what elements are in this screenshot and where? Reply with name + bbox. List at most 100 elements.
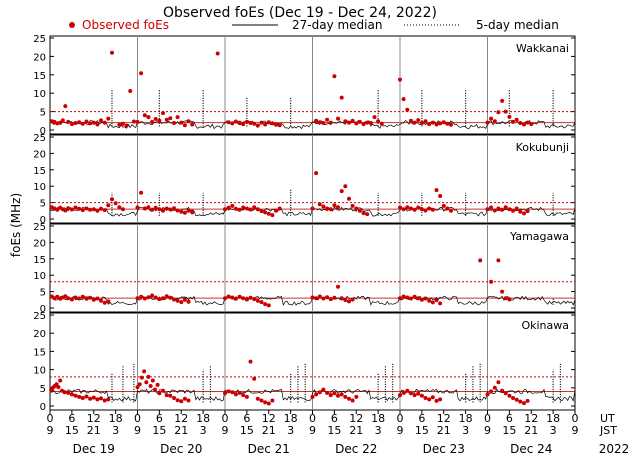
observed-point: [496, 258, 501, 263]
observed-point: [241, 296, 246, 301]
y-tick-label: 15: [33, 166, 46, 177]
observed-point: [186, 208, 191, 213]
jst-tick-label: 3: [287, 424, 294, 437]
observed-point: [88, 396, 93, 401]
y-tick-label: 15: [33, 255, 46, 266]
y-tick-label: 10: [33, 89, 46, 100]
observed-point: [168, 116, 173, 121]
observed-point: [142, 113, 147, 118]
observed-point: [412, 207, 417, 212]
day-label: Dec 19: [73, 442, 115, 456]
observed-point: [248, 121, 253, 125]
y-tick-label: 10: [33, 366, 46, 377]
observed-point: [237, 390, 242, 395]
observed-point: [427, 397, 432, 402]
observed-point: [248, 207, 253, 212]
observed-point: [328, 120, 333, 125]
observed-point: [343, 298, 348, 303]
observed-point: [84, 296, 89, 301]
y-tick-label: 15: [33, 347, 46, 358]
observed-point: [84, 119, 89, 124]
observed-point: [427, 298, 432, 303]
observed-point: [357, 119, 362, 124]
y-tick-label: 0: [40, 215, 46, 226]
observed-point: [135, 205, 140, 210]
observed-point: [485, 120, 490, 125]
observed-point: [131, 119, 136, 124]
observed-point: [99, 118, 103, 123]
observed-point: [66, 206, 71, 211]
y-tick-label: 25: [33, 311, 46, 322]
observed-point: [511, 119, 515, 124]
observed-point: [445, 206, 450, 211]
chart-title: Observed foEs (Dec 19 - Dec 24, 2022): [163, 5, 437, 21]
jst-tick-label: 21: [262, 424, 276, 437]
y-tick-label: 20: [33, 238, 46, 249]
observed-point: [233, 119, 238, 124]
observed-point: [102, 398, 107, 403]
observed-point: [161, 208, 165, 213]
observed-point: [142, 296, 147, 301]
observed-point: [332, 295, 337, 300]
observed-point: [376, 119, 381, 124]
observed-point: [518, 399, 523, 404]
observed-point: [230, 295, 235, 300]
observed-point: [223, 391, 227, 396]
observed-point: [244, 206, 249, 211]
observed-point: [172, 396, 176, 400]
observed-point: [95, 208, 100, 213]
observed-point: [146, 374, 151, 379]
observed-point: [175, 298, 180, 303]
observed-point: [445, 121, 450, 126]
panel-okinawa: 0 5 10 15 20 25 Okinawa: [33, 311, 576, 413]
observed-point: [99, 396, 103, 401]
day-label: Dec 24: [510, 442, 552, 456]
observed-point: [248, 359, 253, 364]
observed-point: [102, 300, 107, 305]
y-tick-label: 5: [40, 108, 46, 119]
observed-point: [489, 116, 494, 121]
ut-tick-label: 0: [484, 412, 491, 425]
day-label: Dec 23: [423, 442, 465, 456]
observed-point: [277, 206, 282, 211]
observed-point: [511, 208, 515, 213]
observed-point: [244, 297, 249, 302]
observed-point: [182, 123, 187, 128]
observed-point: [314, 296, 319, 301]
observed-point: [62, 390, 67, 395]
observed-point: [157, 207, 162, 212]
observed-point: [69, 207, 74, 212]
jst-tick-label: 9: [397, 424, 404, 437]
jst-tick-label: 9: [134, 424, 141, 437]
ut-tick-label: 0: [222, 412, 229, 425]
observed-point: [252, 121, 257, 126]
observed-point: [277, 123, 282, 128]
observed-point: [233, 296, 238, 301]
jst-tick-label: 9: [484, 424, 491, 437]
ut-tick-label: 12: [262, 412, 276, 425]
observed-point: [518, 121, 523, 125]
observed-point: [73, 205, 78, 210]
observed-point: [223, 296, 227, 301]
observed-point: [153, 387, 157, 392]
observed-point: [412, 393, 417, 398]
y-tick-label: 5: [40, 199, 46, 210]
observed-point: [423, 119, 428, 124]
observed-point: [401, 294, 406, 299]
observed-point: [398, 296, 402, 301]
y-tick-label: 25: [33, 133, 46, 144]
observed-point: [522, 122, 526, 127]
observed-point: [419, 393, 424, 398]
observed-point: [485, 207, 490, 212]
observed-point: [317, 390, 322, 395]
observed-point: [503, 296, 508, 301]
observed-point: [164, 393, 169, 398]
observed-point: [259, 209, 264, 214]
legend-observed-label: Observed foEs: [82, 18, 169, 32]
observed-point: [503, 391, 508, 396]
ut-tick-label: 6: [243, 412, 250, 425]
observed-point: [153, 205, 158, 210]
observed-point: [95, 122, 100, 127]
observed-point: [135, 296, 140, 301]
observed-point: [230, 390, 235, 395]
